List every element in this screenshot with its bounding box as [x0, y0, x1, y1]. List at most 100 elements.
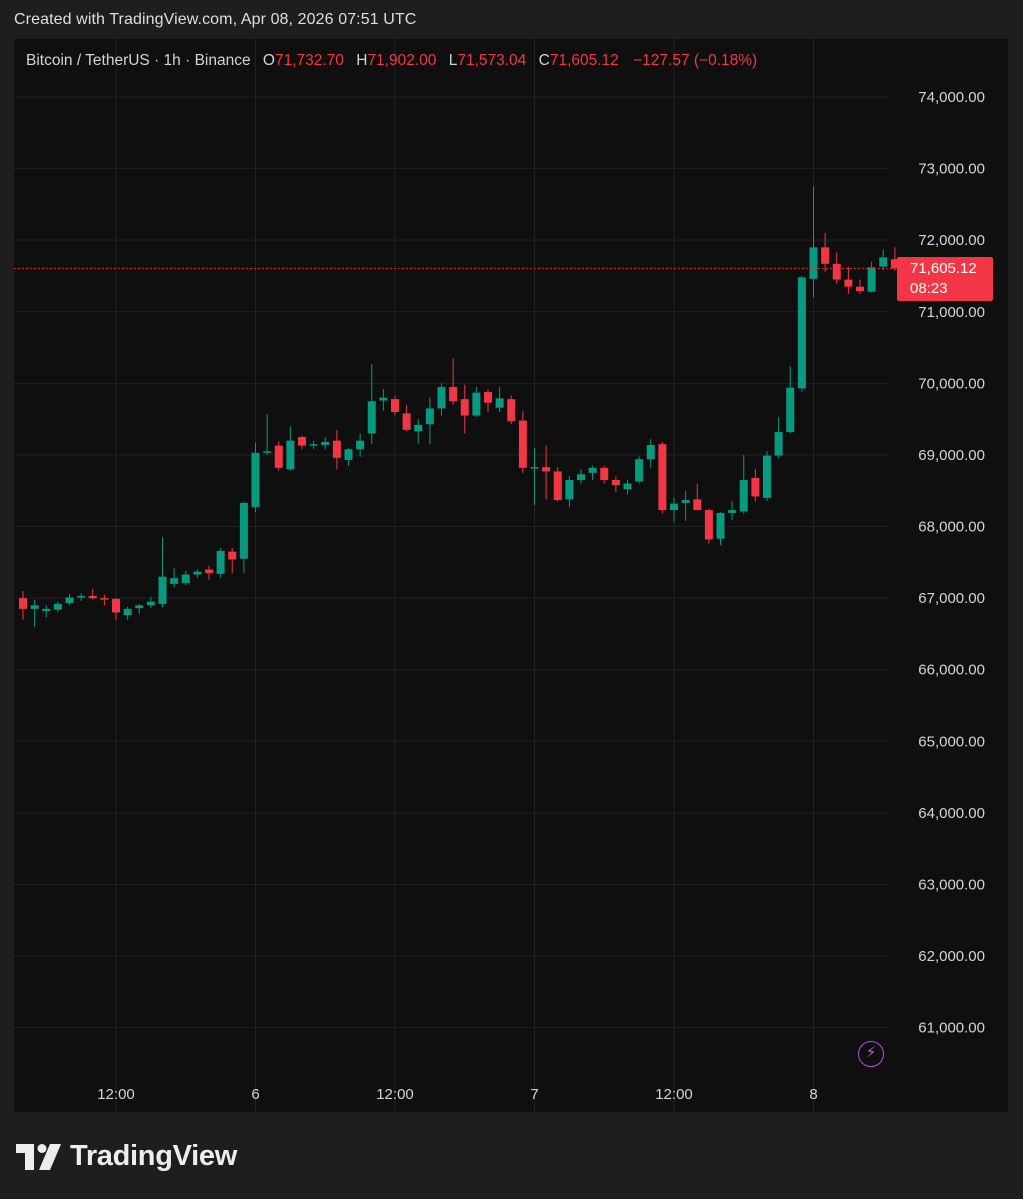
- candle-body: [484, 391, 492, 403]
- candle[interactable]: [623, 480, 632, 495]
- candle-body: [565, 480, 574, 500]
- candle-body: [216, 550, 225, 574]
- candle[interactable]: [646, 439, 655, 468]
- candle[interactable]: [19, 590, 27, 620]
- candle[interactable]: [123, 606, 132, 620]
- candle[interactable]: [367, 364, 376, 445]
- lightning-icon[interactable]: ⚡: [858, 1041, 884, 1067]
- candle[interactable]: [739, 454, 748, 514]
- candle[interactable]: [472, 386, 481, 418]
- candle[interactable]: [600, 465, 609, 484]
- candle-body: [298, 437, 306, 446]
- candle[interactable]: [530, 447, 539, 506]
- candle[interactable]: [832, 252, 841, 284]
- candle[interactable]: [577, 469, 585, 484]
- candle[interactable]: [728, 501, 737, 521]
- candle[interactable]: [42, 605, 51, 618]
- candle[interactable]: [332, 429, 341, 470]
- candle[interactable]: [716, 512, 725, 546]
- candle[interactable]: [402, 404, 411, 432]
- candle[interactable]: [449, 358, 458, 405]
- candle[interactable]: [867, 261, 876, 293]
- candle[interactable]: [239, 501, 248, 574]
- candle[interactable]: [181, 570, 190, 586]
- candle-body: [832, 263, 841, 280]
- candle[interactable]: [704, 508, 713, 544]
- candle[interactable]: [844, 266, 853, 294]
- candle[interactable]: [518, 411, 527, 473]
- candle[interactable]: [170, 568, 179, 588]
- candle[interactable]: [809, 186, 818, 298]
- candle[interactable]: [774, 417, 783, 459]
- candle-body: [309, 444, 318, 446]
- candle-body: [739, 480, 748, 512]
- chart-panel[interactable]: [14, 39, 1008, 1112]
- candle[interactable]: [146, 596, 155, 609]
- candle[interactable]: [890, 247, 899, 271]
- candle[interactable]: [30, 599, 39, 627]
- candle[interactable]: [751, 469, 760, 502]
- candle[interactable]: [298, 435, 306, 450]
- candle[interactable]: [786, 366, 795, 434]
- y-tick-label: 73,000.00: [918, 161, 985, 178]
- candle[interactable]: [821, 233, 830, 272]
- candle[interactable]: [588, 465, 597, 481]
- candle[interactable]: [495, 386, 504, 412]
- candle[interactable]: [100, 594, 109, 606]
- candle[interactable]: [158, 537, 167, 608]
- candle[interactable]: [553, 467, 562, 502]
- candle[interactable]: [391, 395, 399, 416]
- candle-body: [146, 601, 155, 606]
- candle[interactable]: [228, 548, 237, 574]
- candle[interactable]: [356, 433, 365, 457]
- candle-body: [716, 512, 725, 539]
- tradingview-logo[interactable]: TradingView: [16, 1140, 237, 1173]
- candle[interactable]: [879, 249, 888, 271]
- candle[interactable]: [193, 569, 202, 579]
- candle[interactable]: [309, 440, 318, 450]
- candle[interactable]: [856, 279, 864, 294]
- candle[interactable]: [460, 384, 469, 434]
- candle[interactable]: [274, 441, 283, 471]
- candle[interactable]: [670, 497, 678, 523]
- candle-body: [623, 483, 632, 490]
- candle[interactable]: [65, 593, 74, 606]
- candle[interactable]: [507, 395, 516, 425]
- candle[interactable]: [77, 593, 86, 601]
- candle[interactable]: [484, 389, 492, 412]
- candle[interactable]: [251, 442, 260, 513]
- candle[interactable]: [135, 603, 144, 614]
- candle[interactable]: [414, 419, 423, 444]
- candle-body: [425, 408, 434, 425]
- candle[interactable]: [216, 548, 225, 579]
- y-tick-label: 61,000.00: [918, 1020, 985, 1037]
- candle[interactable]: [263, 414, 272, 455]
- candle[interactable]: [425, 397, 434, 445]
- candle[interactable]: [681, 490, 690, 521]
- candle[interactable]: [379, 389, 388, 411]
- candle[interactable]: [205, 565, 213, 581]
- x-tick-label: 12:00: [655, 1086, 693, 1103]
- candle[interactable]: [53, 601, 62, 613]
- candle[interactable]: [112, 598, 120, 621]
- tradingview-mark-icon: [16, 1143, 61, 1170]
- candle-body: [100, 598, 109, 600]
- candle[interactable]: [797, 275, 806, 392]
- ohlc-legend: Bitcoin / TetherUS · 1h · Binance O71,73…: [26, 52, 757, 70]
- candle[interactable]: [611, 476, 620, 493]
- candle[interactable]: [763, 451, 771, 501]
- candle[interactable]: [542, 445, 551, 500]
- candle[interactable]: [658, 442, 667, 514]
- candle[interactable]: [321, 437, 330, 450]
- candle[interactable]: [286, 426, 295, 471]
- candle[interactable]: [344, 447, 353, 466]
- x-tick-label: 6: [251, 1086, 259, 1103]
- candle[interactable]: [565, 475, 574, 508]
- candle[interactable]: [88, 588, 97, 600]
- candle[interactable]: [693, 483, 702, 511]
- candle[interactable]: [437, 383, 446, 416]
- candle[interactable]: [635, 456, 644, 484]
- candle-body: [239, 502, 248, 559]
- candle-body: [228, 551, 237, 560]
